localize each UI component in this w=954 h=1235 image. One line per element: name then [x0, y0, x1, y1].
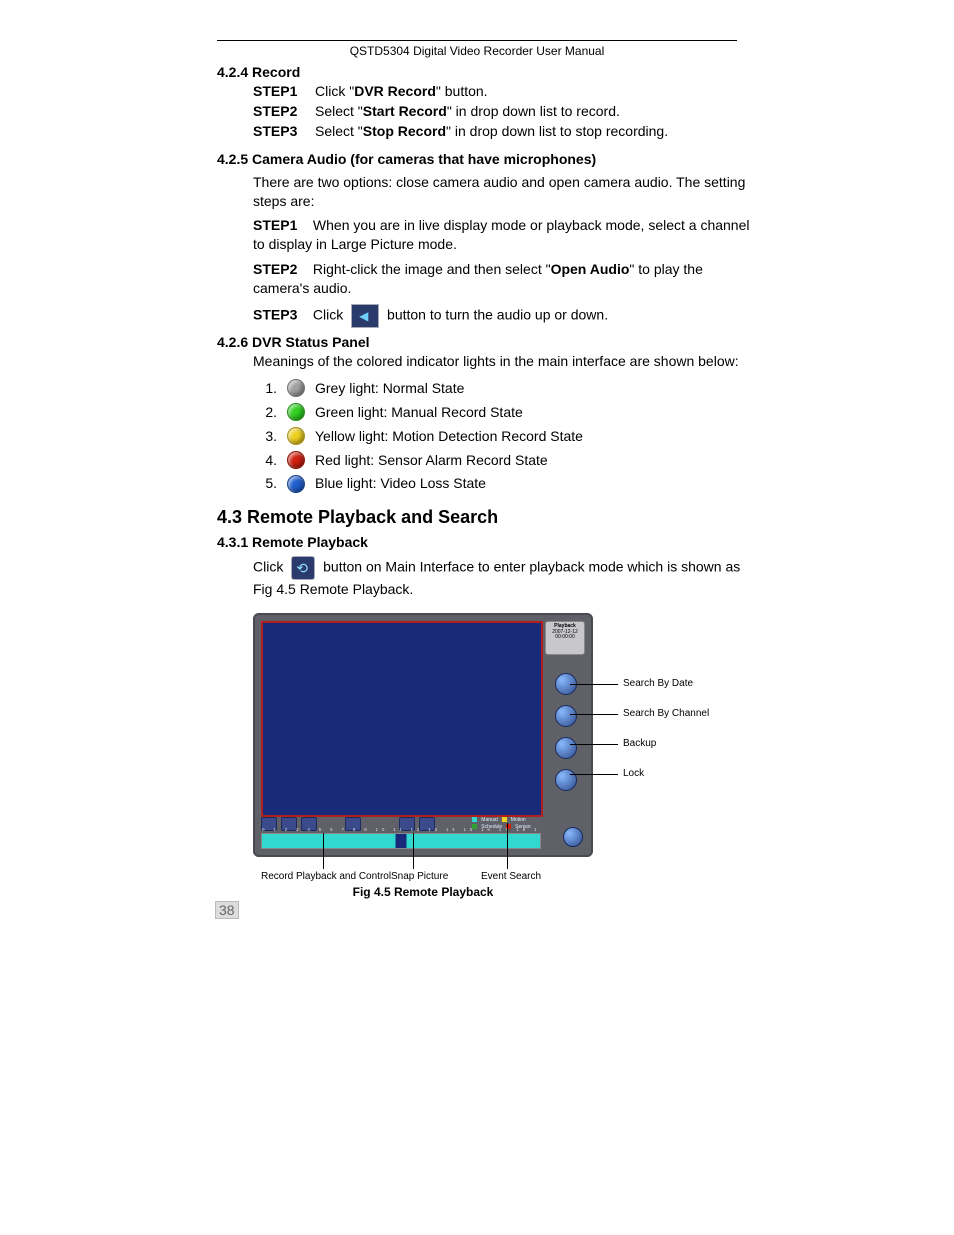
orb-icon [287, 475, 305, 493]
fig-caption: Fig 4.5 Remote Playback [253, 885, 593, 899]
doc-header: QSTD5304 Digital Video Recorder User Man… [207, 44, 747, 58]
indicator-row-2: 2.Green light: Manual Record State [253, 403, 751, 422]
orb-icon [287, 379, 305, 397]
section-424-title: 4.2.4 Record [217, 64, 947, 80]
indicator-row-3: 3.Yellow light: Motion Detection Record … [253, 427, 751, 446]
s425-intro: There are two options: close camera audi… [253, 173, 751, 211]
section-43-title: 4.3 Remote Playback and Search [217, 507, 947, 528]
callout-snap-picture: Snap Picture [391, 871, 448, 882]
section-425-title: 4.2.5 Camera Audio (for cameras that hav… [217, 151, 947, 167]
orb-icon [287, 403, 305, 421]
s425-step2: STEP2 Right-click the image and then sel… [253, 260, 751, 298]
fig-timeline: 0 1 2 3 4 5 6 7 8 9 10 11 12 13 14 15 16… [261, 833, 541, 849]
s424-step3: STEP3Select "Stop Record" in drop down l… [253, 122, 751, 141]
s424-step1: STEP1Click "DVR Record" button. [253, 82, 751, 101]
fig-video-area [261, 621, 543, 817]
page-number: 38 [215, 901, 239, 919]
s425-step1: STEP1 When you are in live display mode … [253, 216, 751, 254]
fig-backup-btn [555, 737, 577, 759]
callout-backup: Backup [623, 738, 656, 749]
fig-return-btn [563, 827, 583, 847]
orb-icon [287, 451, 305, 469]
section-431-title: 4.3.1 Remote Playback [217, 534, 947, 550]
callout-search-channel: Search By Channel [623, 708, 709, 719]
s425-step3: STEP3 Click button to turn the audio up … [253, 304, 751, 328]
audio-icon [351, 304, 379, 328]
callout-event-search: Event Search [481, 871, 541, 882]
playback-icon [291, 556, 315, 580]
indicator-row-5: 5.Blue light: Video Loss State [253, 474, 751, 493]
s424-step2: STEP2Select "Start Record" in drop down … [253, 102, 751, 121]
orb-icon [287, 427, 305, 445]
indicator-row-4: 4.Red light: Sensor Alarm Record State [253, 451, 751, 470]
s431-text: Click button on Main Interface to enter … [253, 556, 751, 599]
section-426-title: 4.2.6 DVR Status Panel [217, 334, 947, 350]
fig-lock-btn [555, 769, 577, 791]
s426-intro: Meanings of the colored indicator lights… [253, 352, 751, 371]
fig-info-panel: Playback 2007-12-12 00:00:00 [545, 621, 585, 655]
figure-4-5: Playback 2007-12-12 00:00:00 [253, 613, 733, 899]
fig-search-channel-btn [555, 705, 577, 727]
callout-search-date: Search By Date [623, 678, 693, 689]
callout-lock: Lock [623, 768, 644, 779]
indicator-row-1: 1.Grey light: Normal State [253, 379, 751, 398]
callout-record-playback: Record Playback and Control [261, 871, 391, 882]
